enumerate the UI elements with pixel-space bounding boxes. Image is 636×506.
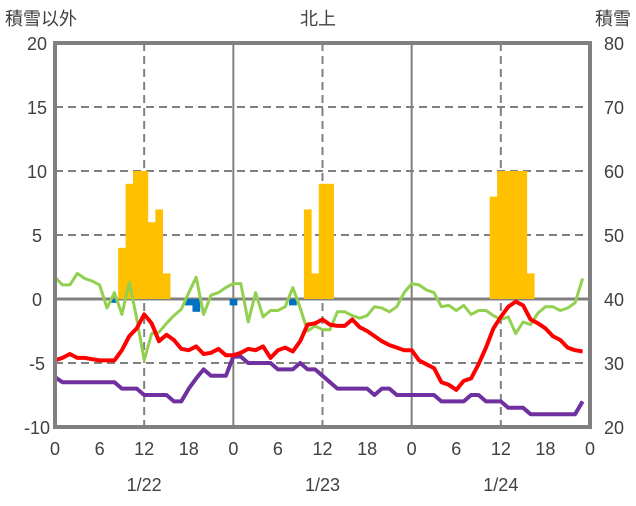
y-tick-left: 15 — [27, 98, 47, 118]
y-tick-right: 60 — [604, 162, 624, 182]
y-tick-right: 20 — [604, 418, 624, 438]
x-tick: 6 — [95, 439, 105, 459]
plot-frame — [53, 41, 592, 429]
bar-yellow — [147, 222, 156, 299]
y-tick-left: 20 — [27, 34, 47, 54]
series-line-purple — [53, 354, 585, 417]
x-tick: 0 — [50, 439, 60, 459]
y-tick-right: 70 — [604, 98, 624, 118]
bar-yellow — [511, 171, 520, 299]
y-tick-left: 0 — [32, 290, 42, 310]
bar-yellow — [118, 247, 126, 299]
bar-yellow — [155, 209, 164, 299]
right-axis-title: 積雪 — [595, 9, 631, 29]
left-axis-title: 積雪以外 — [5, 9, 77, 29]
bar-yellow — [140, 171, 149, 299]
x-tick: 12 — [491, 439, 511, 459]
x-tick: 6 — [273, 439, 283, 459]
bar-blue — [289, 299, 297, 306]
y-tick-right: 50 — [604, 226, 624, 246]
x-tick: 0 — [585, 439, 595, 459]
y-tick-right: 40 — [604, 290, 624, 310]
x-tick: 12 — [312, 439, 332, 459]
y-tick-left: 5 — [32, 226, 42, 246]
x-tick: 0 — [407, 439, 417, 459]
chart-title: 北上 — [300, 9, 336, 29]
y-tick-left: -10 — [24, 418, 50, 438]
bar-yellow — [162, 273, 171, 299]
series-line-red — [54, 299, 583, 392]
x-tick: 0 — [228, 439, 238, 459]
bar-yellow — [489, 196, 498, 299]
y-tick-left: -5 — [29, 354, 45, 374]
x-tick: 18 — [535, 439, 555, 459]
x-tick: 18 — [179, 439, 199, 459]
bar-yellow — [497, 171, 505, 299]
x-tick: 6 — [451, 439, 461, 459]
bar-yellow — [519, 171, 528, 299]
bar-yellow — [303, 209, 312, 299]
bar-yellow — [326, 183, 334, 299]
x-tick: 12 — [134, 439, 154, 459]
y-tick-left: 10 — [27, 162, 47, 182]
x-tick: 18 — [357, 439, 377, 459]
bar-yellow — [504, 171, 513, 299]
date-label: 1/22 — [127, 475, 162, 495]
bar-yellow — [311, 273, 320, 299]
bar-blue — [229, 299, 238, 306]
y-tick-right: 80 — [604, 34, 624, 54]
y-tick-right: 30 — [604, 354, 624, 374]
bar-yellow — [125, 183, 134, 299]
bar-yellow — [318, 183, 327, 299]
series-line-green — [53, 271, 585, 362]
date-label: 1/23 — [305, 475, 340, 495]
bar-blue — [110, 299, 119, 303]
date-label: 1/24 — [483, 475, 518, 495]
bar-blue — [185, 299, 193, 306]
bar-blue — [192, 299, 201, 312]
bar-yellow — [526, 273, 535, 299]
bar-yellow — [133, 171, 141, 299]
